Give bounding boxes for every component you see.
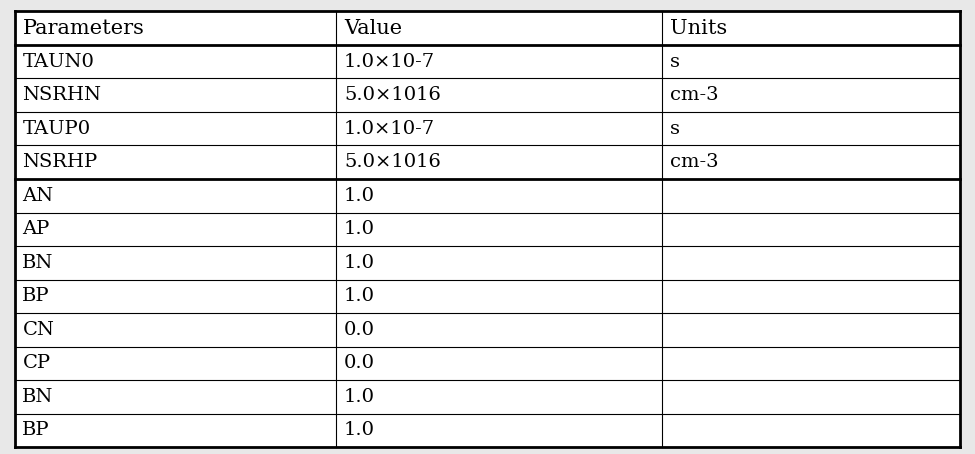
Bar: [336, 11, 662, 45]
Bar: [336, 346, 662, 380]
Bar: [662, 246, 960, 280]
Text: BN: BN: [22, 388, 54, 406]
Bar: [15, 11, 336, 45]
Text: 1.0×10-7: 1.0×10-7: [344, 120, 435, 138]
Bar: [336, 45, 662, 79]
Bar: [336, 145, 662, 179]
Bar: [15, 313, 336, 346]
Bar: [662, 45, 960, 79]
Text: cm-3: cm-3: [670, 86, 719, 104]
Bar: [662, 145, 960, 179]
Bar: [15, 45, 336, 79]
Bar: [336, 414, 662, 447]
Bar: [336, 313, 662, 346]
Text: Parameters: Parameters: [22, 19, 144, 38]
Bar: [336, 246, 662, 280]
Bar: [15, 380, 336, 414]
Bar: [15, 212, 336, 246]
Text: 1.0: 1.0: [344, 220, 375, 238]
Bar: [15, 346, 336, 380]
Text: NSRHN: NSRHN: [22, 86, 101, 104]
Bar: [662, 112, 960, 145]
Text: s: s: [670, 120, 681, 138]
Text: BP: BP: [22, 421, 50, 439]
Text: NSRHP: NSRHP: [22, 153, 98, 171]
Text: 1.0: 1.0: [344, 287, 375, 306]
Text: BP: BP: [22, 287, 50, 306]
Bar: [15, 246, 336, 280]
Bar: [336, 380, 662, 414]
Text: cm-3: cm-3: [670, 153, 719, 171]
Text: Units: Units: [670, 19, 727, 38]
Text: 1.0: 1.0: [344, 187, 375, 205]
Bar: [662, 280, 960, 313]
Bar: [662, 414, 960, 447]
Bar: [336, 280, 662, 313]
Text: 0.0: 0.0: [344, 355, 375, 372]
Bar: [662, 11, 960, 45]
Bar: [336, 79, 662, 112]
Bar: [662, 313, 960, 346]
Text: AN: AN: [22, 187, 54, 205]
Text: Value: Value: [344, 19, 402, 38]
Bar: [15, 79, 336, 112]
Text: TAUP0: TAUP0: [22, 120, 91, 138]
Bar: [662, 212, 960, 246]
Bar: [15, 179, 336, 212]
Bar: [336, 212, 662, 246]
Bar: [336, 179, 662, 212]
Text: 1.0: 1.0: [344, 421, 375, 439]
Text: TAUN0: TAUN0: [22, 53, 95, 71]
Bar: [15, 280, 336, 313]
Text: 0.0: 0.0: [344, 321, 375, 339]
Bar: [662, 380, 960, 414]
Text: 1.0×10-7: 1.0×10-7: [344, 53, 435, 71]
Bar: [662, 179, 960, 212]
Bar: [15, 414, 336, 447]
Text: CP: CP: [22, 355, 51, 372]
Bar: [15, 145, 336, 179]
Text: s: s: [670, 53, 681, 71]
Bar: [15, 112, 336, 145]
Text: 5.0×1016: 5.0×1016: [344, 86, 441, 104]
Text: CN: CN: [22, 321, 55, 339]
Text: 5.0×1016: 5.0×1016: [344, 153, 441, 171]
Bar: [662, 346, 960, 380]
Bar: [662, 79, 960, 112]
Text: AP: AP: [22, 220, 50, 238]
Text: 1.0: 1.0: [344, 388, 375, 406]
Text: BN: BN: [22, 254, 54, 272]
Bar: [336, 112, 662, 145]
Text: 1.0: 1.0: [344, 254, 375, 272]
